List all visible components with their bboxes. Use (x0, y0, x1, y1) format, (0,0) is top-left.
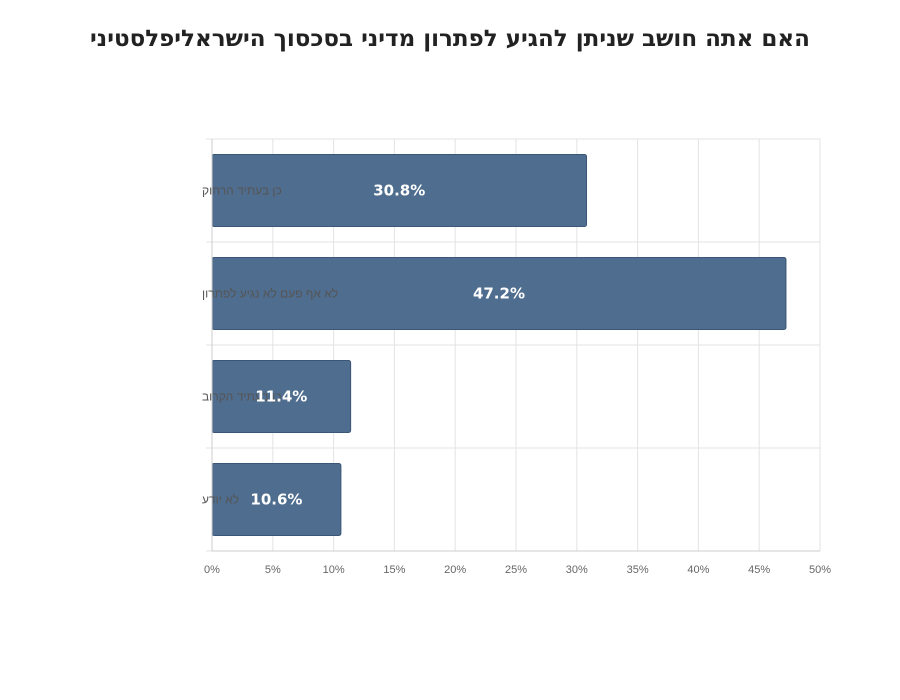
x-tick-label: 45% (748, 564, 770, 576)
x-tick-label: 15% (383, 564, 405, 576)
x-tick-label: 40% (687, 564, 709, 576)
category-label: כן בעתיד הרחוק (202, 184, 282, 198)
axes (211, 139, 820, 552)
labels: כן בעתיד הרחוק 30.8% לא אף פעם לא נגיע לפת… (202, 182, 831, 577)
data-label: 47.2% (473, 285, 525, 303)
x-tick-label: 30% (566, 564, 588, 576)
x-tick-label: 20% (444, 564, 466, 576)
x-tick-label: 5% (265, 564, 281, 576)
bars (211, 154, 787, 536)
x-tick-label: 50% (809, 564, 831, 576)
data-label: 11.4% (255, 388, 307, 406)
category-label: לא יודע (202, 493, 239, 507)
x-tick-label: 25% (505, 564, 527, 576)
x-tick-label: 10% (323, 564, 345, 576)
category-label: כן בעתיד הקרוב (202, 390, 281, 404)
data-label: 10.6% (250, 491, 302, 509)
x-tick-label: 35% (627, 564, 649, 576)
category-label: לא אף פעם לא נגיע לפתרון (202, 287, 338, 301)
x-tick-label: 0% (204, 564, 220, 576)
chart-title: האם אתה חושב שניתן להגיע לפתרון מדיני בס… (90, 26, 810, 52)
data-label: 30.8% (373, 182, 425, 200)
